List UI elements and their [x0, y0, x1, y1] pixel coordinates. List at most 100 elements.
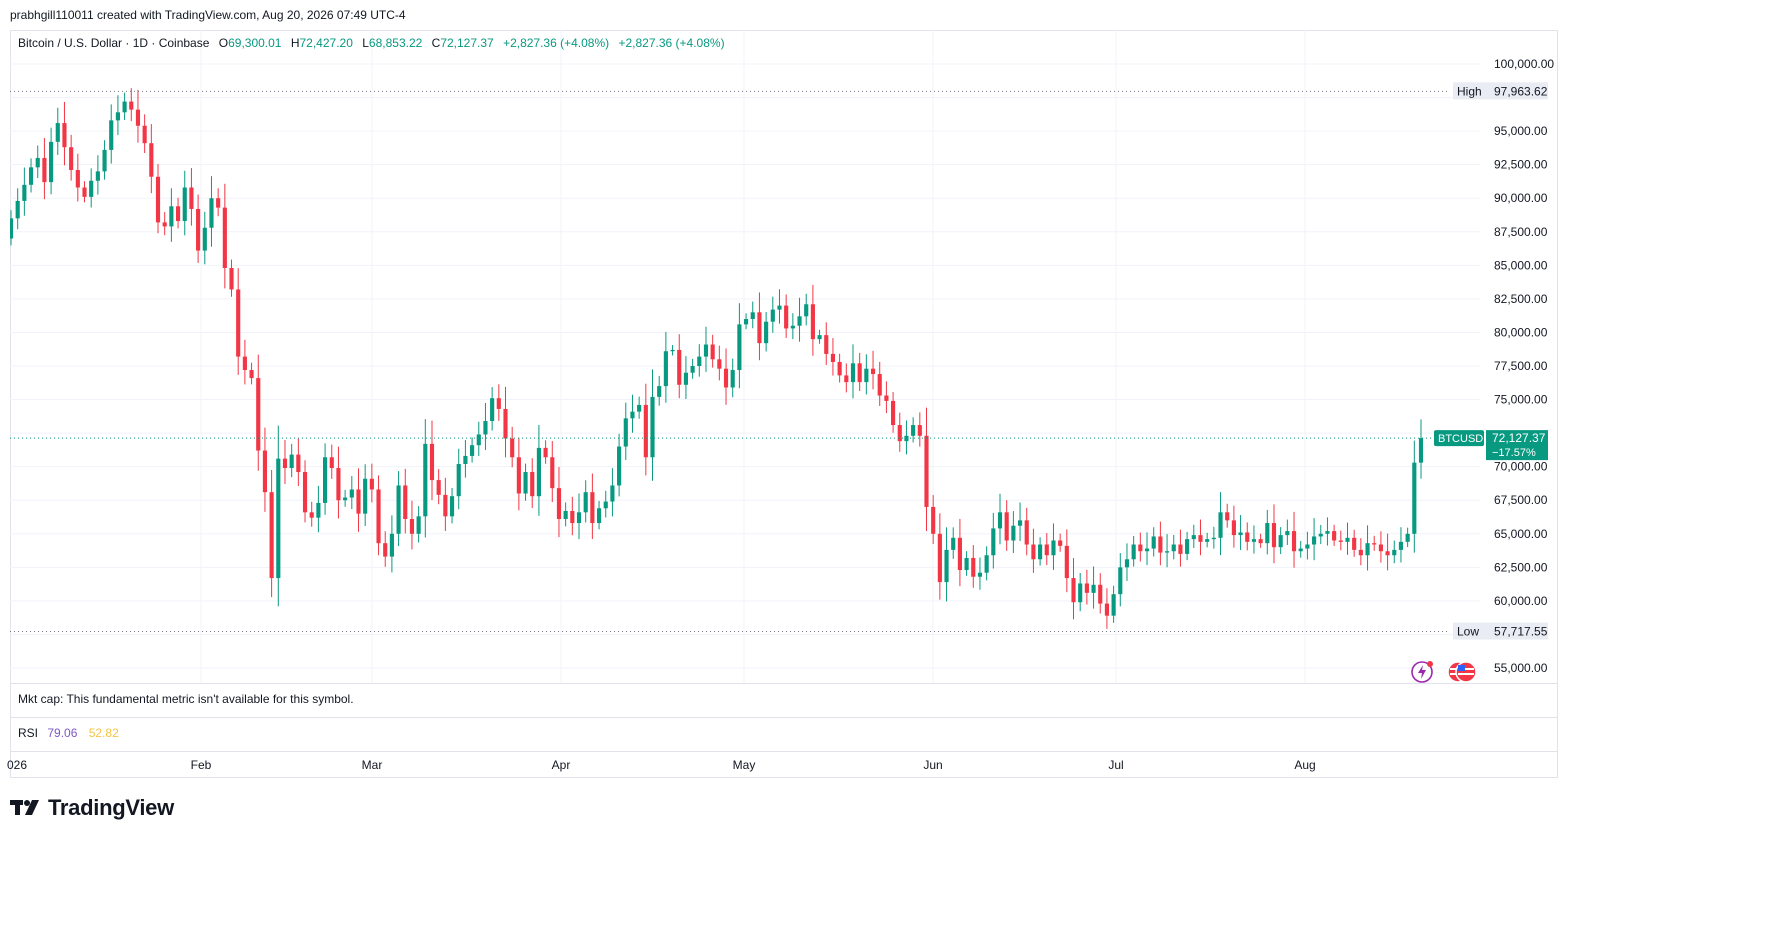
- candle-body[interactable]: [530, 472, 535, 497]
- candle-body[interactable]: [1198, 535, 1203, 542]
- pane-divider-mktcap[interactable]: [10, 717, 1558, 718]
- candle-body[interactable]: [182, 187, 187, 222]
- candle-body[interactable]: [1004, 512, 1009, 541]
- candle-body[interactable]: [28, 167, 34, 185]
- candle-body[interactable]: [677, 349, 682, 385]
- candle-body[interactable]: [409, 519, 415, 534]
- candle-body[interactable]: [1231, 520, 1236, 536]
- pane-divider-rsi[interactable]: [10, 751, 1558, 752]
- candle-body[interactable]: [169, 206, 174, 227]
- candle-body[interactable]: [1265, 523, 1270, 544]
- candle-body[interactable]: [864, 368, 869, 383]
- candle-body[interactable]: [376, 489, 381, 544]
- candle-body[interactable]: [630, 411, 635, 419]
- candle-body[interactable]: [1225, 512, 1230, 521]
- candle-body[interactable]: [142, 125, 147, 144]
- candle-body[interactable]: [102, 149, 107, 172]
- candle-body[interactable]: [15, 200, 20, 219]
- candle-body[interactable]: [797, 316, 802, 326]
- candle-body[interactable]: [1398, 541, 1404, 550]
- candle-body[interactable]: [1352, 537, 1357, 550]
- candle-body[interactable]: [1405, 533, 1410, 542]
- symbol-title[interactable]: Bitcoin / U.S. Dollar · 1D · Coinbase: [18, 36, 210, 50]
- candle-body[interactable]: [443, 494, 448, 517]
- candle-body[interactable]: [1378, 544, 1383, 552]
- candle-body[interactable]: [349, 489, 354, 498]
- candle-body[interactable]: [817, 335, 822, 340]
- candle-body[interactable]: [1078, 583, 1083, 603]
- candle-body[interactable]: [1044, 544, 1049, 556]
- candle-body[interactable]: [1178, 544, 1183, 554]
- candle-body[interactable]: [550, 457, 555, 489]
- candle-body[interactable]: [236, 289, 241, 357]
- candle-body[interactable]: [543, 447, 548, 458]
- candle-body[interactable]: [650, 396, 655, 458]
- candle-body[interactable]: [617, 446, 622, 486]
- candle-body[interactable]: [276, 458, 281, 579]
- candle-body[interactable]: [42, 157, 47, 183]
- candle-body[interactable]: [603, 501, 608, 509]
- candle-body[interactable]: [470, 445, 475, 456]
- candle-body[interactable]: [556, 488, 562, 520]
- candle-body[interactable]: [870, 368, 876, 375]
- candle-body[interactable]: [971, 557, 976, 577]
- candle-body[interactable]: [536, 447, 541, 497]
- candle-body[interactable]: [596, 508, 602, 524]
- candle-body[interactable]: [1151, 536, 1156, 549]
- candle-body[interactable]: [1017, 520, 1023, 526]
- candle-body[interactable]: [911, 425, 916, 436]
- candle-body[interactable]: [316, 502, 321, 518]
- candle-body[interactable]: [1064, 545, 1069, 579]
- candle-body[interactable]: [1345, 537, 1350, 542]
- candle-body[interactable]: [1118, 567, 1123, 595]
- economic-events-icon[interactable]: [1446, 660, 1482, 689]
- candle-body[interactable]: [49, 141, 54, 183]
- candle-body[interactable]: [964, 557, 969, 571]
- candle-body[interactable]: [951, 537, 956, 550]
- candle-body[interactable]: [1372, 543, 1377, 545]
- candle-body[interactable]: [82, 187, 87, 197]
- candle-body[interactable]: [690, 366, 695, 373]
- candle-body[interactable]: [363, 478, 368, 514]
- candle-body[interactable]: [456, 463, 461, 497]
- candle-body[interactable]: [476, 434, 481, 446]
- candle-body[interactable]: [1271, 523, 1277, 548]
- candle-body[interactable]: [1158, 536, 1163, 553]
- candle-body[interactable]: [570, 510, 575, 524]
- lightning-icon[interactable]: [1410, 660, 1434, 689]
- candle-body[interactable]: [416, 516, 421, 534]
- candle-body[interactable]: [824, 335, 829, 354]
- candle-body[interactable]: [1104, 603, 1109, 616]
- candle-body[interactable]: [1298, 548, 1303, 552]
- candle-body[interactable]: [115, 112, 120, 121]
- candle-body[interactable]: [657, 386, 662, 397]
- candle-body[interactable]: [343, 497, 348, 501]
- candle-body[interactable]: [516, 457, 521, 494]
- candle-body[interactable]: [62, 123, 67, 148]
- candle-body[interactable]: [209, 198, 214, 228]
- candle-body[interactable]: [109, 120, 114, 150]
- candle-body[interactable]: [924, 435, 929, 507]
- candle-body[interactable]: [483, 421, 488, 435]
- candle-body[interactable]: [436, 480, 441, 495]
- candle-body[interactable]: [643, 404, 648, 458]
- candle-body[interactable]: [216, 198, 221, 208]
- candle-body[interactable]: [1111, 594, 1116, 616]
- candle-body[interactable]: [737, 324, 742, 371]
- candle-body[interactable]: [804, 304, 809, 317]
- candle-body[interactable]: [282, 458, 288, 469]
- candle-body[interactable]: [1385, 551, 1390, 556]
- candle-body[interactable]: [917, 425, 922, 436]
- candle-body[interactable]: [1245, 532, 1250, 542]
- candle-body[interactable]: [336, 468, 341, 501]
- candle-body[interactable]: [1285, 531, 1290, 536]
- candle-body[interactable]: [229, 268, 234, 290]
- candle-body[interactable]: [1011, 525, 1016, 541]
- candle-body[interactable]: [1124, 559, 1130, 568]
- candle-body[interactable]: [1098, 584, 1103, 604]
- candle-body[interactable]: [984, 555, 989, 573]
- candle-body[interactable]: [1211, 537, 1216, 540]
- candle-body[interactable]: [757, 312, 762, 344]
- candle-body[interactable]: [1412, 462, 1417, 534]
- candle-body[interactable]: [503, 408, 508, 439]
